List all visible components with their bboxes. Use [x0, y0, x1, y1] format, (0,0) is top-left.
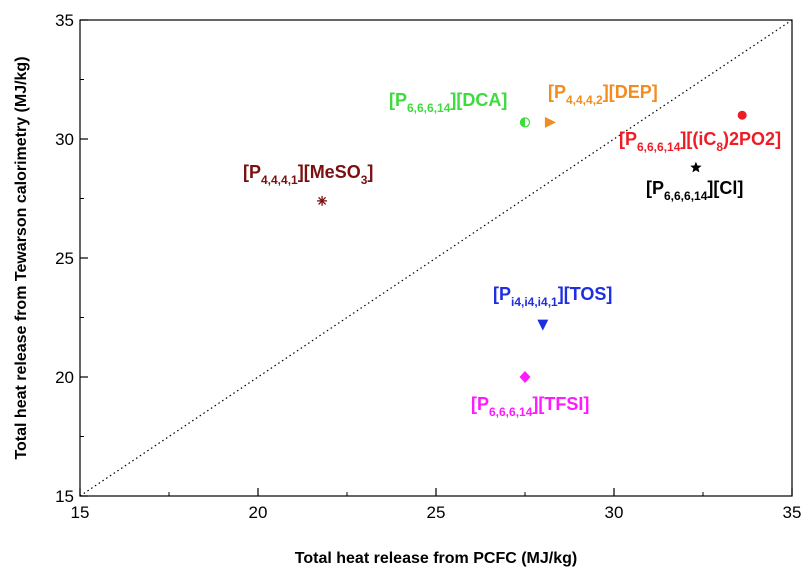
x-tick-label: 20	[249, 503, 268, 522]
y-tick-label: 20	[55, 368, 74, 387]
data-points	[317, 110, 747, 383]
label-text: ][TFSI]	[532, 394, 589, 414]
label-subscript: i4,i4,i4,1	[511, 295, 558, 309]
point-label: [P6,6,6,14​][(iC8​)2PO2]	[619, 129, 781, 154]
label-text: )2PO2]	[723, 129, 781, 149]
x-tick-label: 30	[605, 503, 624, 522]
point-asterisk	[317, 195, 328, 206]
point-label: [P6,6,6,14​][DCA]	[389, 90, 507, 115]
point-labels: [P4,4,4,1​][MeSO3​][P6,6,6,14​][DCA][P4,…	[243, 82, 781, 419]
x-axis-title: Total heat release from PCFC (MJ/kg)	[295, 550, 577, 567]
point-star	[690, 161, 702, 173]
label-text: [P	[548, 82, 566, 102]
label-text: ]	[367, 162, 373, 182]
label-subscript: 3	[361, 173, 368, 187]
label-subscript: 6,6,6,14	[407, 101, 451, 115]
point-triangle-down	[537, 319, 549, 331]
label-text: [P	[471, 394, 489, 414]
y-tick-label: 30	[55, 130, 74, 149]
label-subscript: 4,4,4,2	[566, 93, 603, 107]
point-label: [P4,4,4,2​][DEP]	[548, 82, 658, 107]
label-text: ][MeSO	[298, 162, 361, 182]
label-subscript: 4,4,4,1	[261, 173, 298, 187]
point-label: [P6,6,6,14​][TFSI]	[471, 394, 589, 419]
point-label: [P6,6,6,14​][Cl]	[646, 178, 743, 203]
label-text: [P	[243, 162, 261, 182]
label-text: [P	[619, 129, 637, 149]
label-subscript: 6,6,6,14	[489, 405, 533, 419]
label-text: [P	[493, 284, 511, 304]
reference-line	[79, 19, 793, 497]
label-text: ][Cl]	[707, 178, 743, 198]
label-subscript: 8	[716, 140, 723, 154]
x-tick-label: 35	[783, 503, 802, 522]
x-tick-label: 15	[71, 503, 90, 522]
label-text: ][(iC	[680, 129, 716, 149]
label-subscript: 6,6,6,14	[637, 140, 681, 154]
label-text: ][DEP]	[603, 82, 658, 102]
point-half-circle	[519, 117, 531, 128]
point-label: [P4,4,4,1​][MeSO3​]	[243, 162, 373, 187]
y-tick-label: 15	[55, 487, 74, 506]
label-text: ][TOS]	[558, 284, 613, 304]
axis-ticks: 15 20 25 30 35 15 20 25 30 35	[55, 11, 801, 522]
point-label: [Pi4,i4,i4,1​][TOS]	[493, 284, 612, 309]
label-text: ][DCA]	[450, 90, 507, 110]
label-text: [P	[389, 90, 407, 110]
x-tick-label: 25	[427, 503, 446, 522]
label-subscript: 6,6,6,14	[664, 189, 708, 203]
point-circle	[737, 110, 747, 120]
y-tick-label: 35	[55, 11, 74, 30]
point-diamond	[519, 371, 531, 383]
y-axis-title: Total heat release from Tewarson calorim…	[13, 56, 30, 459]
label-text: [P	[646, 178, 664, 198]
point-triangle-right	[544, 116, 556, 128]
y-tick-label: 25	[55, 249, 74, 268]
